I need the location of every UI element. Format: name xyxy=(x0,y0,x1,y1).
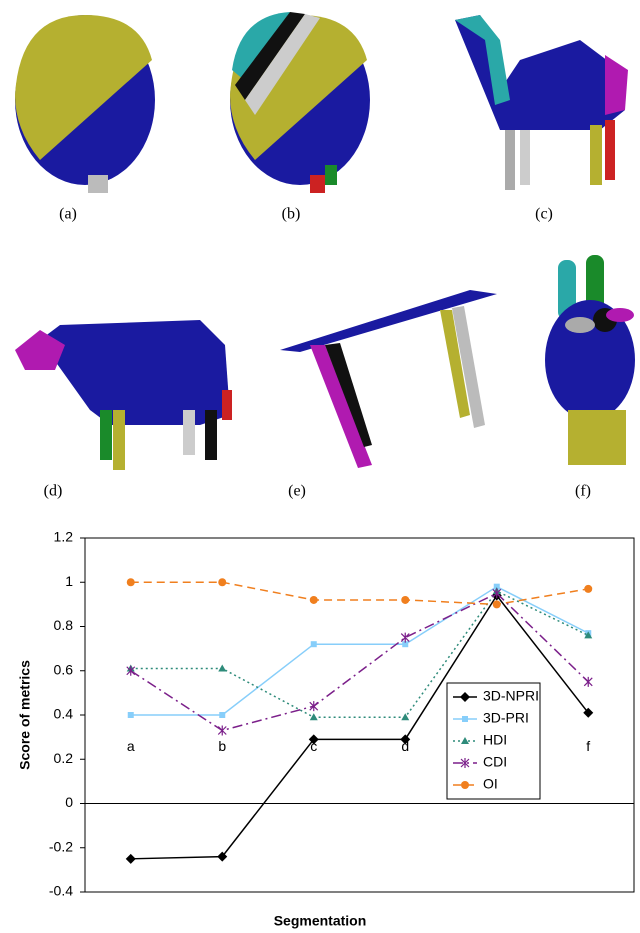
panel-label: (d) xyxy=(44,483,63,500)
legend-label: CDI xyxy=(483,754,507,770)
mesh-d xyxy=(15,320,232,470)
panel-label: (b) xyxy=(282,206,301,223)
x-tick-label: f xyxy=(586,738,590,754)
legend-label: OI xyxy=(483,776,498,792)
mesh-e xyxy=(280,290,497,468)
marker xyxy=(400,734,411,745)
legend: 3D-NPRI 3D-PRI HDI CDI OI xyxy=(446,682,541,800)
marker xyxy=(127,712,134,718)
x-axis-label: Segmentation xyxy=(274,913,367,929)
marker xyxy=(461,781,469,789)
marker xyxy=(310,641,317,648)
marker xyxy=(218,578,227,587)
x-tick-label: d xyxy=(401,738,409,754)
marker xyxy=(217,725,227,736)
marker xyxy=(492,600,501,609)
marker xyxy=(309,713,318,721)
y-tick-label: 0 xyxy=(65,794,73,810)
marker xyxy=(460,758,470,768)
marker xyxy=(401,713,410,721)
x-tick-label: b xyxy=(218,738,226,754)
y-tick-label: -0.2 xyxy=(49,838,73,854)
marker xyxy=(217,851,228,862)
mesh-b xyxy=(230,12,370,193)
y-tick-label: 0.8 xyxy=(54,617,74,633)
panel-label: (f) xyxy=(575,483,591,500)
marker xyxy=(126,578,135,587)
marker xyxy=(583,676,593,687)
marker xyxy=(308,734,319,745)
marker xyxy=(402,641,409,648)
y-tick-label: -0.4 xyxy=(49,883,73,899)
legend-label: 3D-PRI xyxy=(483,710,529,726)
marker xyxy=(584,631,593,639)
y-axis-label: Score of metrics xyxy=(17,660,33,770)
y-tick-label: 1 xyxy=(65,573,73,589)
series-line xyxy=(130,581,589,606)
marker xyxy=(461,737,469,744)
x-tick-label: a xyxy=(127,738,135,754)
y-tick-label: 1.2 xyxy=(54,529,74,545)
y-tick-label: 0.2 xyxy=(54,750,74,766)
marker xyxy=(218,664,227,672)
mesh-f xyxy=(545,255,635,465)
marker xyxy=(460,692,470,702)
marker xyxy=(400,632,410,643)
marker xyxy=(125,853,136,864)
legend-box xyxy=(446,682,541,800)
series-line xyxy=(130,594,589,860)
panel-label: (c) xyxy=(535,206,553,223)
marker xyxy=(219,712,226,718)
marker xyxy=(309,595,318,604)
series-line xyxy=(130,590,589,718)
series-line xyxy=(130,592,589,732)
marker xyxy=(492,588,502,599)
series-line xyxy=(130,585,589,716)
y-tick-label: 0.6 xyxy=(54,661,74,677)
y-tick-label: 0.4 xyxy=(54,706,74,722)
panel-label: (e) xyxy=(288,483,306,500)
legend-label: HDI xyxy=(483,732,507,748)
marker xyxy=(462,716,468,722)
marker xyxy=(584,584,593,593)
mesh-c xyxy=(455,15,628,190)
x-tick-label: c xyxy=(310,738,317,754)
marker xyxy=(583,707,594,718)
legend-label: 3D-NPRI xyxy=(483,688,539,704)
panel-label: (a) xyxy=(59,206,77,223)
marker xyxy=(493,583,500,590)
marker xyxy=(401,595,410,604)
marker xyxy=(126,665,136,676)
marker xyxy=(309,701,319,712)
mesh-a xyxy=(15,15,155,193)
